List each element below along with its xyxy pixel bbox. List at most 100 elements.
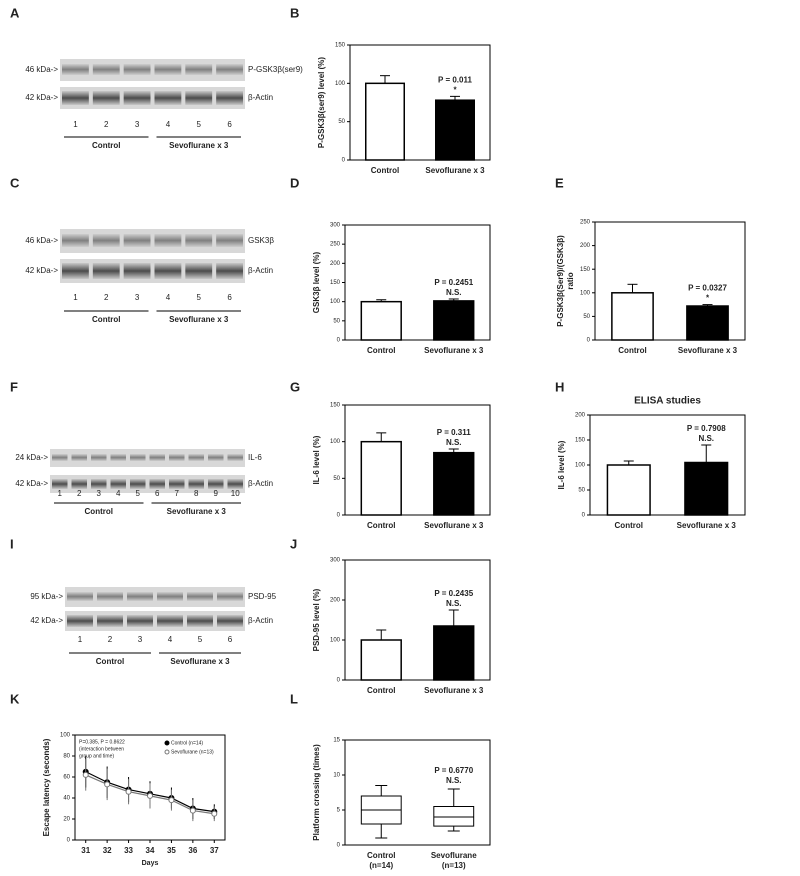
panel-letter: F [10, 379, 18, 394]
blot-band [130, 479, 146, 489]
y-tick-label: 50 [338, 119, 345, 125]
blot-band [110, 454, 126, 461]
panel-letter: E [555, 175, 564, 190]
y-tick-label: 10 [333, 773, 340, 779]
y-tick-label: 200 [330, 598, 341, 604]
blot-band [62, 91, 89, 105]
bar [360, 440, 402, 516]
blot-band [130, 454, 146, 461]
blot-band [157, 592, 183, 601]
blot-band [185, 64, 213, 75]
lane-label: 6 [155, 489, 160, 498]
panel-letter: G [290, 379, 300, 394]
band-name: GSK3β [248, 236, 274, 245]
blot-band [216, 64, 243, 75]
p-value: N.S. [446, 776, 462, 785]
x-tick-label: Sevoflurane x 3 [424, 686, 484, 695]
y-tick-label: 100 [575, 463, 586, 469]
point [211, 810, 218, 817]
annotation: group and time) [79, 753, 114, 759]
lane-label: 2 [77, 489, 82, 498]
blot-band [157, 615, 183, 627]
lane-label: 5 [197, 120, 202, 129]
bar [360, 300, 402, 341]
x-tick-label: Sevoflurane x 3 [678, 346, 738, 355]
band-mw: 42 kDa-> [30, 616, 63, 625]
bar [433, 451, 475, 516]
lane-label: 4 [168, 635, 173, 644]
band-mw: 46 kDa-> [25, 65, 58, 74]
band-name: β-Actin [248, 93, 273, 102]
blot-band [92, 263, 120, 279]
lane-label: 1 [58, 489, 63, 498]
x-tick-sublabel: (n=13) [442, 861, 466, 870]
blot-band [71, 454, 87, 461]
y-tick-label: 150 [330, 403, 341, 409]
y-tick-label: 0 [337, 678, 341, 684]
group-label: Sevoflurane x 3 [169, 141, 229, 150]
lane-label: 3 [135, 120, 140, 129]
blot-band [154, 234, 182, 247]
plot-frame [344, 404, 491, 516]
blot-band [52, 454, 68, 461]
group-label: Control [85, 507, 113, 516]
blot-band [127, 592, 153, 601]
group-label: Control [92, 141, 120, 150]
x-tick-label: Control [367, 851, 395, 860]
point [82, 771, 89, 778]
y-tick-label: 100 [60, 733, 71, 739]
panel-letter: D [290, 175, 299, 190]
y-tick-label: 50 [333, 318, 340, 324]
blot-band [149, 479, 165, 489]
y-tick-label: 20 [63, 817, 70, 823]
blot-band [92, 234, 120, 247]
x-tick-label: Sevoflurane x 3 [424, 346, 484, 355]
lane-label: 5 [197, 293, 202, 302]
lane-label: 1 [73, 293, 78, 302]
bar [684, 461, 729, 516]
group-label: Sevoflurane x 3 [170, 657, 230, 666]
x-axis-label: Days [142, 860, 159, 867]
x-tick-label: Control [615, 521, 643, 530]
blot-band [227, 479, 243, 489]
blot-band [123, 91, 151, 105]
band-mw: 42 kDa-> [15, 479, 48, 488]
lane-label: 5 [136, 489, 141, 498]
band-mw: 42 kDa-> [25, 93, 58, 102]
blot-band [185, 234, 213, 247]
x-tick-label: 36 [188, 846, 197, 855]
p-value: * [706, 294, 710, 303]
x-tick-label: Control [367, 521, 395, 530]
bar [606, 464, 651, 516]
lane-label: 8 [194, 489, 199, 498]
annotation: P=0.385, P = 0.8622 [79, 739, 125, 745]
lane-label: 5 [198, 635, 203, 644]
blot-strip [60, 229, 245, 253]
bar [435, 99, 475, 161]
band-name: β-Actin [248, 479, 273, 488]
point [189, 807, 196, 814]
point [147, 792, 153, 799]
panel-letter: B [290, 5, 299, 20]
y-tick-label: 250 [580, 220, 591, 226]
x-tick-label: Sevoflurane x 3 [677, 521, 737, 530]
y-tick-label: 50 [333, 476, 340, 482]
blot-band [97, 592, 123, 601]
group-label: Sevoflurane x 3 [167, 507, 227, 516]
y-tick-label: 100 [580, 290, 591, 296]
x-tick-label: 33 [124, 846, 133, 855]
y-tick-label: 60 [63, 775, 70, 781]
y-axis-label: Platform crossing (times) [312, 744, 321, 841]
p-value: P = 0.2451 [434, 278, 473, 287]
blot-band [154, 263, 182, 279]
lane-label: 2 [108, 635, 113, 644]
lane-label: 2 [104, 293, 109, 302]
y-tick-label: 40 [63, 796, 70, 802]
blot-band [67, 615, 93, 627]
p-value: P = 0.2435 [434, 589, 473, 598]
plot-frame [594, 221, 746, 341]
blot-band [188, 479, 204, 489]
y-tick-label: 0 [337, 843, 341, 849]
y-tick-label: 100 [335, 81, 346, 87]
